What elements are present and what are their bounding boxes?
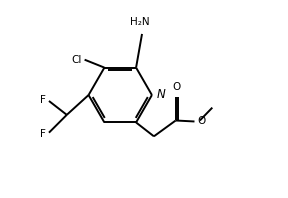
Text: O: O <box>173 82 181 92</box>
Text: H₂N: H₂N <box>130 17 150 27</box>
Text: Cl: Cl <box>72 55 82 65</box>
Text: F: F <box>40 129 46 139</box>
Text: O: O <box>197 116 205 126</box>
Text: N: N <box>156 88 165 101</box>
Text: F: F <box>40 95 46 105</box>
